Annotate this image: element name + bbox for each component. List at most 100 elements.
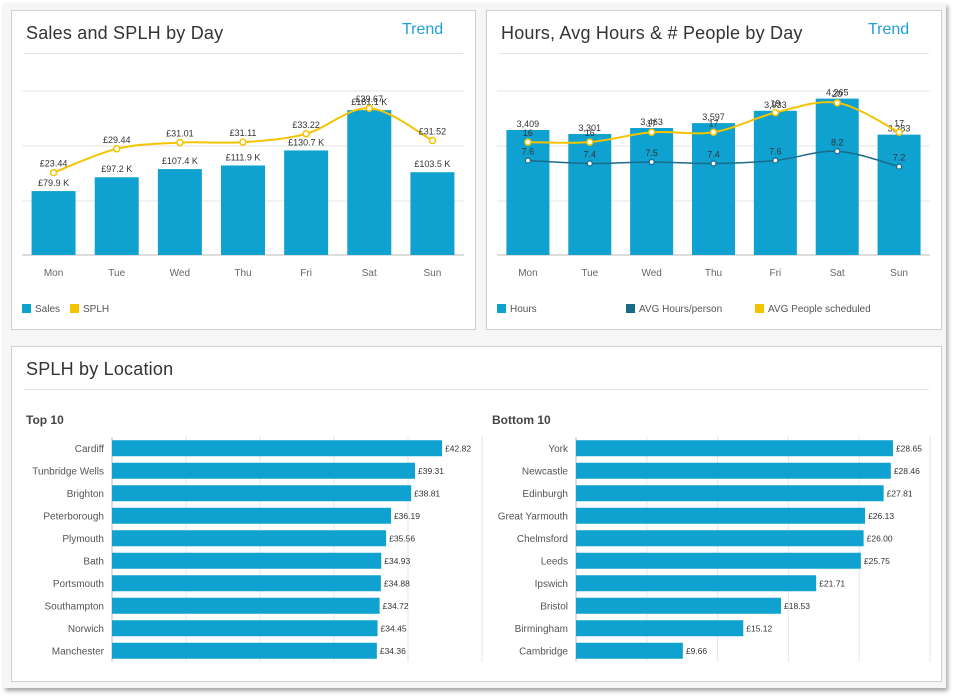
hours-bar	[753, 110, 797, 255]
legend-sales-label: Sales	[35, 304, 60, 315]
hours-bar	[877, 134, 921, 255]
hours-bar-label: 3,597	[702, 112, 725, 122]
x-tick-label: Wed	[641, 268, 661, 279]
hours-people-title: Hours, Avg Hours & # People by Day	[501, 23, 803, 43]
hours-bar-label: 3,463	[640, 117, 663, 127]
top10-value-label: £34.93	[384, 556, 410, 566]
hours-bar	[815, 98, 859, 255]
top10-category-label: Brighton	[67, 489, 104, 500]
sales-bar	[94, 177, 139, 255]
avg-hours-point	[586, 160, 593, 167]
x-tick-label: Thu	[705, 268, 722, 279]
hours-bar-label: 3,409	[517, 119, 540, 129]
avg-hours-label: 8.2	[831, 137, 844, 147]
top10-bar	[112, 462, 416, 479]
avg-hours-point	[648, 158, 655, 166]
top10-bar	[112, 597, 380, 614]
top10-value-label: £39.31	[418, 466, 444, 476]
bottom10-value-label: £26.13	[868, 511, 894, 521]
legend-avg-hours-label: AVG Hours/person	[639, 304, 722, 315]
splh-location-panel: SPLH by Location Top 10 Bottom 10 Cardif…	[11, 346, 942, 682]
sales-splh-panel: Sales and SPLH by Day Trend £79.9 K Mon £9…	[11, 10, 476, 330]
x-tick-label: Sat	[362, 268, 377, 279]
top10-category-label: Portsmouth	[53, 579, 104, 590]
bottom10-value-label: £18.53	[784, 601, 810, 611]
sales-bar-label: £181.1 K	[351, 97, 387, 107]
top10-value-label: £34.36	[380, 646, 406, 656]
people-label: 17	[708, 118, 718, 128]
people-point	[833, 99, 841, 107]
x-tick-label: Tue	[581, 268, 598, 279]
avg-hours-label: 7.4	[707, 150, 720, 160]
splh-point	[428, 136, 437, 145]
splh-label: £31.01	[166, 129, 194, 139]
top10-value-label: £38.81	[414, 488, 440, 498]
bottom10-bar	[576, 462, 891, 479]
legend-splh-label: SPLH	[83, 304, 109, 315]
top10-value-label: £42.82	[445, 443, 471, 453]
x-tick-label: Sat	[830, 268, 845, 279]
bottom10-category-label: Ipswich	[535, 579, 568, 590]
bottom10-category-label: Leeds	[541, 556, 568, 567]
people-point	[709, 128, 718, 137]
top10-value-label: £34.45	[381, 623, 407, 633]
avg-hours-label: 7.2	[893, 153, 906, 163]
x-tick-label: Tue	[108, 268, 125, 279]
legend-hours-swatch	[497, 304, 506, 313]
bottom10-category-label: Edinburgh	[522, 489, 568, 500]
x-tick-label: Sun	[890, 268, 908, 279]
top10-category-label: Bath	[83, 556, 104, 567]
people-label: 20	[832, 89, 842, 99]
people-point	[771, 108, 780, 117]
legend-hours-label: Hours	[510, 304, 537, 315]
sales-bar-label: £103.5 K	[414, 159, 450, 169]
sales-bar	[284, 150, 329, 255]
splh-label: £31.11	[230, 128, 257, 138]
x-tick-label: Sun	[424, 268, 442, 279]
hours-trend-link[interactable]: Trend	[868, 21, 910, 38]
top10-bar	[112, 575, 381, 592]
location-title-divider	[24, 389, 929, 390]
top10-category-label: Cardiff	[75, 444, 104, 455]
top10-bar	[112, 552, 382, 569]
top10-bar	[112, 507, 391, 524]
bottom10-bar	[576, 642, 683, 659]
top10-category-label: Southampton	[45, 601, 105, 612]
avg-hours-point	[710, 160, 717, 167]
splh-point	[49, 168, 58, 177]
bottom10-title: Bottom 10	[492, 413, 551, 427]
splh-location-title: SPLH by Location	[26, 359, 174, 379]
bottom10-bar	[576, 620, 744, 637]
bottom10-value-label: £27.81	[887, 488, 913, 498]
sales-bar	[410, 172, 455, 255]
x-tick-label: Fri	[300, 268, 312, 279]
hours-bar	[630, 128, 674, 255]
splh-point	[239, 138, 247, 146]
sales-bar-label: £130.7 K	[288, 137, 324, 147]
hours-bar-label: 3,933	[764, 100, 787, 110]
top10-bar	[112, 485, 412, 502]
sales-bar-label: £97.2 K	[101, 164, 132, 174]
bottom10-bar	[576, 440, 893, 457]
top10-bar	[112, 620, 378, 637]
hours-people-panel: Hours, Avg Hours & # People by Day Trend…	[486, 10, 942, 330]
bottom10-value-label: £26.00	[867, 533, 893, 543]
avg-hours-point	[524, 157, 532, 164]
top10-category-label: Manchester	[52, 646, 105, 657]
top10-category-label: Tunbridge Wells	[32, 466, 104, 477]
splh-point	[112, 145, 121, 153]
avg-hours-label: 7.5	[645, 148, 658, 158]
sales-trend-link[interactable]: Trend	[402, 21, 444, 38]
people-label: 19	[770, 99, 780, 109]
splh-label: £33.22	[292, 120, 320, 130]
people-label: 17	[647, 118, 657, 128]
avg-hours-label: 7.4	[584, 150, 597, 160]
people-label: 17	[894, 118, 904, 128]
dashboard: Sales and SPLH by Day Trend £79.9 K Mon £9…	[3, 3, 946, 688]
bottom10-value-label: £28.46	[894, 466, 920, 476]
top10-value-label: £34.72	[383, 601, 409, 611]
avg-hours-label: 7.6	[522, 146, 535, 156]
top10-category-label: Plymouth	[62, 534, 104, 545]
sales-bar-label: £111.9 K	[226, 152, 261, 162]
bottom10-bar	[576, 597, 781, 614]
